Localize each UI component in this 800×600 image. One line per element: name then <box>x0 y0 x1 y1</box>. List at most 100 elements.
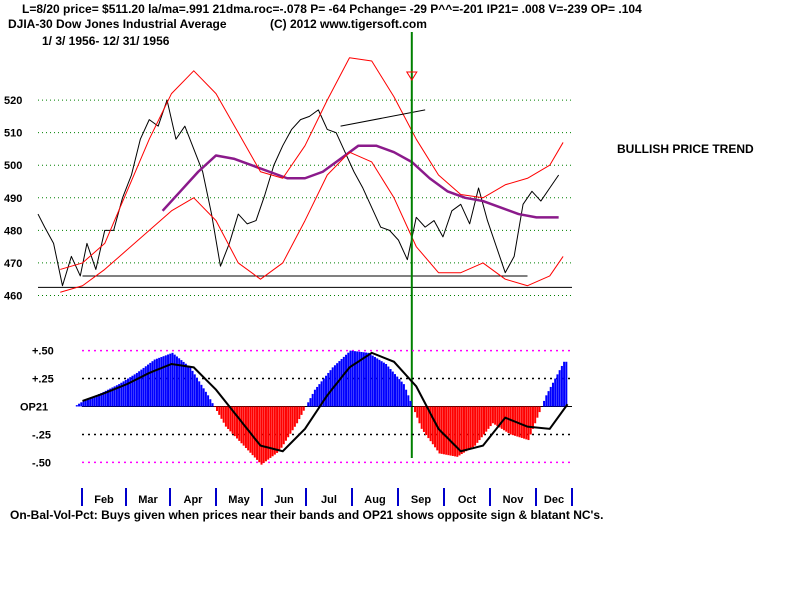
op-bar <box>84 399 87 407</box>
op-bar <box>565 361 568 407</box>
op-bar <box>447 406 450 456</box>
month-label: Aug <box>364 494 385 506</box>
op-bar <box>102 391 105 407</box>
op-level-label: -.25 <box>32 429 51 441</box>
op-bar <box>414 406 417 413</box>
op-bar <box>93 396 96 407</box>
op-bar <box>236 406 239 439</box>
index-title: DJIA-30 Dow Jones Industrial Average <box>8 17 227 31</box>
op-bar <box>89 397 92 407</box>
op-bar <box>233 406 236 437</box>
month-label: Apr <box>184 494 204 506</box>
op-bar <box>480 406 483 438</box>
op-bar <box>200 384 203 407</box>
op-bar <box>389 369 392 407</box>
op-bar <box>202 388 205 407</box>
op-level-label: +.25 <box>32 374 54 386</box>
op-bar <box>269 406 272 458</box>
price-tick-label: 510 <box>4 128 22 140</box>
op-bar <box>151 361 154 407</box>
op-bar <box>82 400 85 407</box>
op-bar <box>195 377 198 407</box>
op-bar <box>322 378 325 407</box>
op-bar <box>298 406 301 420</box>
op-bar <box>147 364 150 407</box>
op-bar <box>489 406 492 427</box>
op-bar <box>338 361 341 407</box>
month-label: Nov <box>503 494 525 506</box>
op-bar <box>80 402 83 407</box>
op-bar <box>394 374 396 407</box>
op-bar <box>460 406 463 455</box>
op-bar <box>216 406 218 411</box>
op-bar <box>129 377 132 407</box>
op-bar <box>425 406 428 436</box>
op-bar <box>431 406 434 445</box>
op-bar <box>434 406 437 448</box>
op-bar <box>184 363 187 407</box>
op-bar <box>291 406 294 431</box>
op-bar <box>527 406 530 441</box>
op-bar <box>262 406 265 463</box>
op-bar <box>476 406 479 443</box>
op-bar <box>320 381 323 407</box>
op-bar <box>351 350 354 407</box>
op-bar <box>462 406 465 453</box>
op-bar <box>118 384 121 407</box>
op-bar <box>98 394 101 407</box>
op-bar <box>282 406 285 445</box>
op-bar <box>336 363 339 407</box>
op-bar <box>158 357 161 407</box>
op-bar <box>391 371 394 407</box>
op-bar <box>191 370 194 407</box>
op-bar <box>189 367 192 407</box>
op-bar <box>256 406 259 460</box>
header-stats: L=8/20 price= $511.20 la/ma=.991 21dma.r… <box>22 2 642 16</box>
op-bar <box>483 406 485 435</box>
op-bar <box>371 355 374 407</box>
op-bar <box>209 399 212 407</box>
op-bar <box>422 406 425 432</box>
copyright: (C) 2012 www.tigersoft.com <box>270 17 427 31</box>
op-bar <box>173 354 176 407</box>
op-bar <box>358 351 361 407</box>
op-level-label: +.50 <box>32 346 54 358</box>
op-bar <box>538 406 541 413</box>
op-bar <box>382 362 385 407</box>
op-bar <box>318 384 321 407</box>
op-bar <box>416 406 419 418</box>
op-bar <box>551 382 554 407</box>
op-bar <box>113 386 116 407</box>
op-bar <box>167 354 170 407</box>
op-bar <box>182 361 185 407</box>
op-bar <box>465 406 468 452</box>
op-bar <box>293 406 296 427</box>
op-bar <box>300 406 303 415</box>
op-bar <box>556 374 559 407</box>
op-bar <box>325 375 328 407</box>
op-bar <box>429 406 432 442</box>
op-bar <box>340 358 343 407</box>
op-bar <box>478 406 481 441</box>
op-bar <box>131 375 134 407</box>
op-bar <box>467 406 470 450</box>
op-bar <box>329 370 332 407</box>
op-bar <box>536 406 539 418</box>
op-bar <box>496 406 499 427</box>
op-bar <box>471 406 474 448</box>
op-bar <box>133 374 136 407</box>
op-bar <box>342 356 345 407</box>
op-bar <box>227 406 230 430</box>
op-bar <box>153 359 156 407</box>
op-bar <box>345 354 348 407</box>
op-bar <box>309 398 312 407</box>
op-bar <box>347 352 350 407</box>
op-bar <box>213 406 216 408</box>
date-range: 1/ 3/ 1956- 12/ 31/ 1956 <box>42 34 170 48</box>
op-bar <box>204 391 207 407</box>
op-bar <box>518 406 521 438</box>
price-tick-label: 500 <box>4 160 22 172</box>
moving-average-line <box>161 144 559 219</box>
op-bar <box>387 366 390 407</box>
op-bar <box>276 406 279 453</box>
